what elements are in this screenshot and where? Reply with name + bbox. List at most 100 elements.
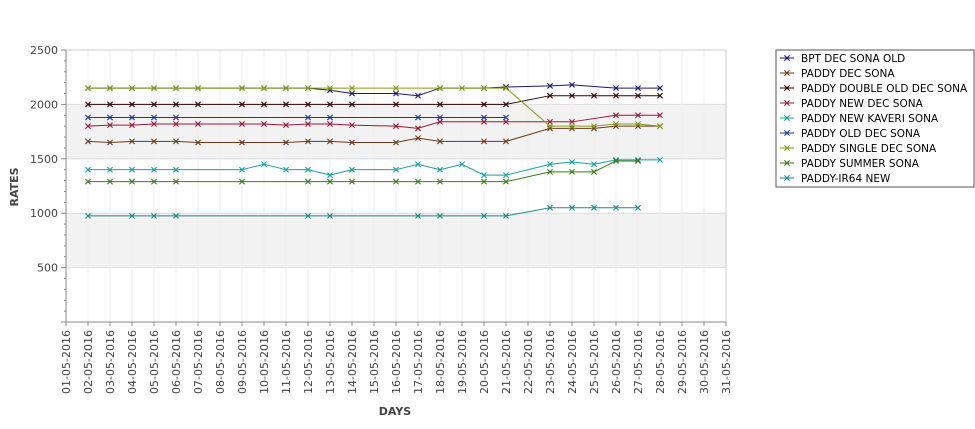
data-point bbox=[261, 101, 267, 108]
x-tick-label: 25-05-2016 bbox=[588, 330, 601, 394]
data-point bbox=[239, 101, 245, 108]
data-point bbox=[327, 114, 333, 121]
data-point bbox=[173, 138, 179, 145]
data-point bbox=[85, 138, 91, 145]
legend-item-0: BPT DEC SONA OLD bbox=[780, 53, 905, 65]
data-point bbox=[481, 101, 487, 108]
data-point bbox=[349, 166, 355, 173]
x-tick-label: 04-05-2016 bbox=[126, 330, 139, 394]
data-point bbox=[195, 101, 201, 108]
data-point bbox=[415, 161, 421, 168]
data-point bbox=[503, 172, 509, 179]
data-point bbox=[283, 101, 289, 108]
legend-marker bbox=[784, 85, 790, 91]
data-point bbox=[613, 85, 619, 92]
data-point bbox=[327, 120, 333, 127]
data-point bbox=[547, 123, 553, 130]
data-point bbox=[503, 85, 509, 92]
x-tick-label: 12-05-2016 bbox=[302, 330, 315, 394]
data-point bbox=[547, 204, 553, 211]
data-point bbox=[415, 92, 421, 99]
legend-item-5: PADDY OLD DEC SONA bbox=[780, 128, 921, 140]
x-tick-label: 05-05-2016 bbox=[148, 330, 161, 394]
data-point bbox=[151, 114, 157, 121]
data-point bbox=[393, 166, 399, 173]
series-line-1 bbox=[87, 125, 660, 143]
data-point bbox=[547, 161, 553, 168]
data-point bbox=[635, 92, 641, 99]
legend-marker bbox=[784, 160, 790, 166]
data-point bbox=[503, 212, 509, 219]
series-line-2 bbox=[88, 95, 660, 105]
legend-marker bbox=[784, 100, 790, 106]
y-tick-label: 1000 bbox=[30, 207, 58, 220]
legend-frame bbox=[775, 49, 975, 188]
data-point bbox=[437, 114, 443, 121]
data-point bbox=[327, 178, 333, 185]
data-point bbox=[437, 178, 443, 185]
legend-item-2: PADDY DOUBLE OLD DEC SONA bbox=[780, 83, 968, 95]
data-point bbox=[481, 85, 487, 92]
data-point bbox=[437, 85, 443, 92]
data-point bbox=[173, 178, 179, 185]
data-point bbox=[635, 120, 641, 127]
data-point bbox=[151, 120, 157, 127]
data-point bbox=[657, 123, 663, 130]
x-tick-label: 22-05-2016 bbox=[522, 330, 535, 394]
data-point bbox=[613, 92, 619, 99]
data-point bbox=[305, 120, 311, 127]
data-point bbox=[349, 90, 355, 97]
data-point bbox=[129, 114, 135, 121]
data-point bbox=[547, 82, 553, 89]
x-tick-label: 07-05-2016 bbox=[192, 330, 205, 394]
legend-item-6: PADDY SINGLE DEC SONA bbox=[780, 143, 937, 155]
data-point bbox=[151, 101, 157, 108]
data-point bbox=[503, 114, 509, 121]
y-tick-labels: 500 1000 1500 2000 2500 bbox=[30, 44, 58, 275]
data-point bbox=[393, 101, 399, 108]
data-point bbox=[85, 101, 91, 108]
x-tick-label: 14-05-2016 bbox=[346, 330, 359, 394]
legend-item-7: PADDY SUMMER SONA bbox=[780, 158, 920, 170]
data-point bbox=[591, 123, 597, 130]
data-point bbox=[129, 178, 135, 185]
data-point bbox=[349, 101, 355, 108]
data-point bbox=[173, 101, 179, 108]
x-tick-label: 27-05-2016 bbox=[632, 330, 645, 394]
x-tick-label: 30-05-2016 bbox=[698, 330, 711, 394]
data-point bbox=[195, 120, 201, 127]
data-point bbox=[173, 114, 179, 121]
x-tick-label: 23-05-2016 bbox=[544, 330, 557, 394]
data-point bbox=[591, 161, 597, 168]
data-point bbox=[547, 168, 553, 175]
x-tick-label: 31-05-2016 bbox=[720, 330, 733, 394]
data-point bbox=[415, 114, 421, 121]
data-point bbox=[393, 85, 399, 92]
data-point bbox=[635, 157, 641, 164]
y-tick-label: 2500 bbox=[30, 44, 58, 57]
data-point bbox=[481, 118, 487, 125]
x-tick-label: 18-05-2016 bbox=[434, 330, 447, 394]
x-tick-label: 13-05-2016 bbox=[324, 330, 337, 394]
data-point bbox=[569, 123, 575, 130]
legend-item-1: PADDY DEC SONA bbox=[780, 68, 895, 80]
data-point bbox=[239, 166, 245, 173]
x-tick-label: 29-05-2016 bbox=[676, 330, 689, 394]
data-point bbox=[569, 204, 575, 211]
data-point bbox=[503, 178, 509, 185]
data-point bbox=[415, 135, 421, 142]
data-point bbox=[481, 212, 487, 219]
data-point bbox=[85, 166, 91, 173]
data-point bbox=[657, 112, 663, 119]
data-point bbox=[437, 118, 443, 125]
legend-label: PADDY NEW DEC SONA bbox=[801, 98, 924, 110]
data-point bbox=[591, 168, 597, 175]
data-point bbox=[415, 125, 421, 132]
data-point bbox=[85, 123, 91, 130]
x-tick-label: 21-05-2016 bbox=[500, 330, 513, 394]
y-tick-label: 500 bbox=[37, 262, 58, 275]
x-tick-label: 24-05-2016 bbox=[566, 330, 579, 394]
x-tick-label: 06-05-2016 bbox=[170, 330, 183, 394]
data-point bbox=[283, 139, 289, 146]
